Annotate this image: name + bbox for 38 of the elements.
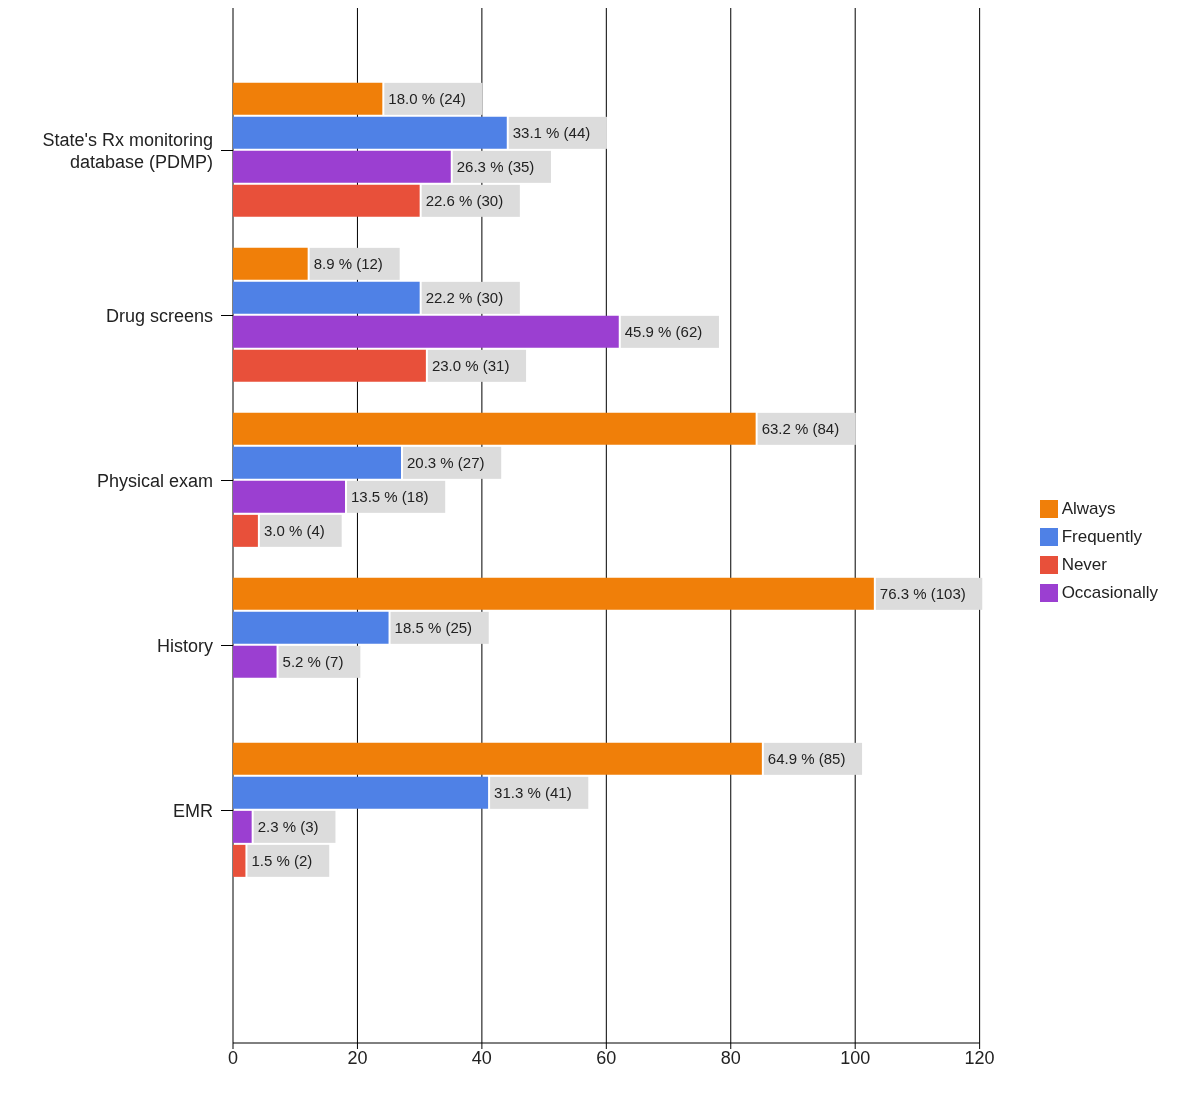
data-label: 18.0 % (24) [388,90,466,108]
data-label: 13.5 % (18) [350,488,429,506]
data-label: 26.3 % (35) [456,158,535,176]
x-tick-label: 40 [471,1047,492,1068]
legend-label: Always [1061,498,1116,518]
data-label: 31.3 % (41) [494,784,572,802]
y-tick-label: State's Rx monitoring database (PDMP) [42,129,213,172]
data-label: 20.3 % (27) [406,454,485,472]
data-label: 5.2 % (7) [282,653,344,671]
x-tick-label: 80 [720,1047,741,1068]
data-label: 33.1 % (44) [512,124,591,142]
data-label: 1.5 % (2) [251,852,313,870]
data-label: 64.9 % (85) [767,750,846,768]
bar [233,514,258,547]
x-tick-label: 20 [347,1047,368,1068]
bar [233,810,252,843]
data-label: 76.3 % (103) [879,585,966,603]
x-tick-label: 0 [227,1047,239,1068]
data-label: 45.9 % (62) [624,323,703,341]
y-tick-label: Drug screens [105,305,213,326]
y-tick-label: EMR [173,800,213,821]
data-label: 22.6 % (30) [425,192,504,210]
y-tick-label: Physical exam [96,470,213,491]
legend-label: Frequently [1061,526,1142,546]
x-tick-label: 120 [964,1047,995,1068]
data-label: 22.2 % (30) [425,289,504,307]
data-label: 63.2 % (84) [761,420,840,438]
data-label: 18.5 % (25) [394,619,473,637]
data-label: 23.0 % (31) [431,357,510,375]
legend-label: Occasionally [1061,582,1158,602]
x-tick-label: 100 [840,1047,871,1068]
y-tick-label: History [156,635,213,656]
bar [233,844,246,877]
data-label: 3.0 % (4) [263,522,325,540]
legend-label: Never [1061,554,1107,574]
data-label: 8.9 % (12) [313,255,383,273]
data-label: 2.3 % (3) [257,818,319,836]
x-tick-label: 60 [596,1047,617,1068]
